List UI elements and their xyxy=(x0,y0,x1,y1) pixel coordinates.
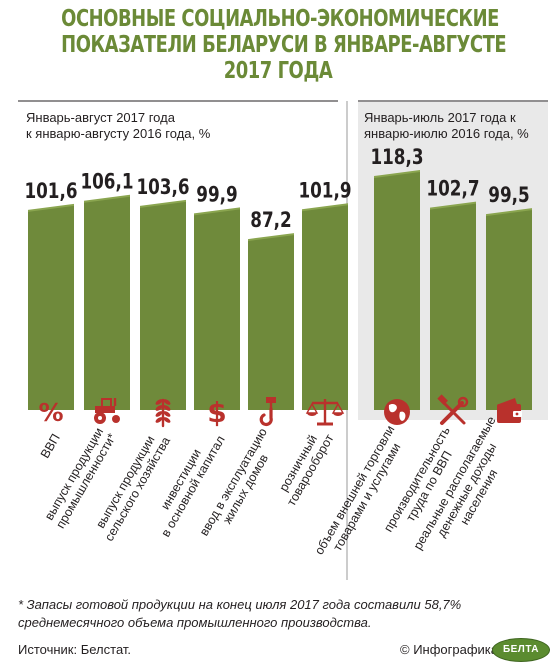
dollar-icon: $ xyxy=(207,396,226,429)
bar-value-5: 87,2 xyxy=(250,208,291,232)
tools-icon xyxy=(437,394,469,425)
title-line-1: ОСНОВНЫЕ СОЦИАЛЬНО-ЭКОНОМИЧЕСКИЕ xyxy=(61,6,499,32)
percent-icon: % xyxy=(38,398,63,427)
bar-value-8: 102,7 xyxy=(426,177,479,201)
footnote-line-1: * Запасы готовой продукции на конец июля… xyxy=(18,597,462,612)
bar-5 xyxy=(248,235,294,410)
right-caption-line-1: Январь-июль 2017 года к xyxy=(364,110,516,125)
bar-value-6: 101,9 xyxy=(298,178,351,202)
wheat-icon xyxy=(155,398,171,428)
bar-2 xyxy=(84,196,130,410)
bar-3 xyxy=(140,201,186,410)
logo-text: БЕЛТА xyxy=(502,644,540,655)
belta-logo: БЕЛТА xyxy=(492,638,550,662)
bar-label-1: ВВП xyxy=(38,431,63,460)
left-caption-line-2: к январю-августу 2016 года, % xyxy=(26,126,211,141)
bar-value-1: 101,6 xyxy=(24,179,77,203)
credit-text: © Инфографика xyxy=(400,642,499,657)
tractor-icon xyxy=(94,398,120,424)
title-line-2: ПОКАЗАТЕЛИ БЕЛАРУСИ В ЯНВАРЕ-АВГУСТЕ xyxy=(61,32,507,58)
bar-value-3: 103,6 xyxy=(136,175,189,199)
bar-value-9: 99,5 xyxy=(488,183,529,207)
right-caption: Январь-июль 2017 года к январю-июлю 2016… xyxy=(364,110,529,142)
bar-6 xyxy=(302,205,348,410)
svg-text:%: % xyxy=(38,398,63,427)
svg-text:$: $ xyxy=(207,396,226,429)
left-caption: Январь-август 2017 года к январю-августу… xyxy=(26,110,210,142)
bar-group-1: 101,6% ВВП xyxy=(24,179,77,461)
footnote-line-2: среднемесячного объема промышленного про… xyxy=(18,615,372,630)
page-title: ОСНОВНЫЕ СОЦИАЛЬНО-ЭКОНОМИЧЕСКИЕ ПОКАЗАТ… xyxy=(61,6,507,84)
right-caption-line-2: январю-июлю 2016 года, % xyxy=(364,126,529,141)
title-line-3: 2017 ГОДА xyxy=(223,58,333,84)
bar-value-7: 118,3 xyxy=(370,145,423,169)
bar-4 xyxy=(194,209,240,410)
crane-hook-icon xyxy=(259,397,276,427)
bar-1 xyxy=(28,205,74,410)
bar-value-2: 106,1 xyxy=(80,170,133,194)
left-caption-line-1: Январь-август 2017 года xyxy=(26,110,175,125)
footnote: * Запасы готовой продукции на конец июля… xyxy=(18,596,548,632)
bar-9 xyxy=(486,210,532,410)
scales-icon xyxy=(305,399,345,426)
bar-7 xyxy=(374,172,420,410)
bar-8 xyxy=(430,203,476,410)
wallet-icon xyxy=(497,398,522,423)
bar-label-6: розничныйтоварооборот xyxy=(272,425,337,509)
globe-icon xyxy=(384,399,410,425)
source-text: Источник: Белстат. xyxy=(18,642,132,657)
bar-value-4: 99,9 xyxy=(196,183,237,207)
